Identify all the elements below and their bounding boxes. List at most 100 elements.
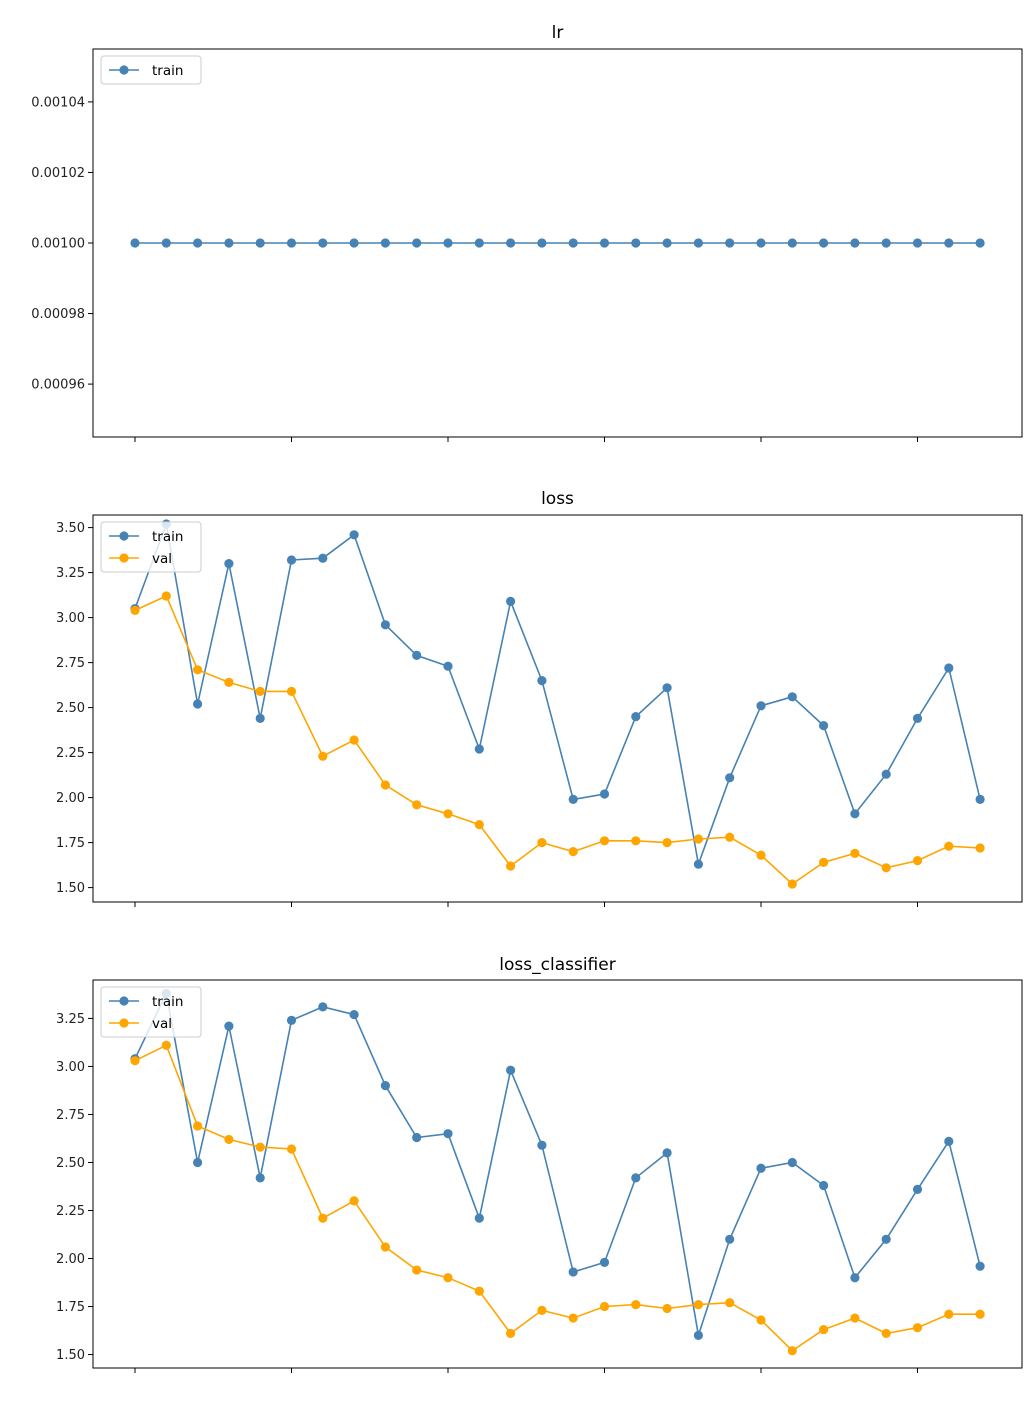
- data-point-train: [756, 701, 766, 711]
- data-point-train: [693, 859, 704, 869]
- data-point-train: [318, 553, 328, 563]
- data-point-val: [318, 751, 328, 761]
- data-point-train: [850, 809, 860, 819]
- data-point-train: [349, 1009, 359, 1020]
- data-point-val: [537, 1305, 547, 1315]
- y-tick-label: 2.00: [56, 1252, 85, 1267]
- data-point-train: [286, 238, 297, 248]
- legend-marker-train: [119, 65, 129, 75]
- data-point-train: [725, 238, 735, 248]
- data-point-val: [725, 832, 735, 842]
- y-tick-label: 2.25: [56, 746, 85, 761]
- data-point-val: [193, 1121, 203, 1131]
- data-point-train: [474, 238, 484, 248]
- data-point-val: [756, 1315, 766, 1325]
- data-point-val: [819, 857, 829, 868]
- data-point-val: [161, 1040, 171, 1050]
- data-point-val: [161, 591, 171, 601]
- y-tick-label: 3.50: [56, 521, 85, 536]
- data-point-train: [725, 1234, 735, 1244]
- y-tick-label: 0.00098: [31, 307, 85, 322]
- y-tick-label: 0.00104: [31, 95, 85, 110]
- legend-label-train: train: [152, 529, 183, 545]
- data-point-val: [662, 1303, 672, 1314]
- data-point-val: [380, 1242, 390, 1252]
- data-point-train: [255, 713, 265, 724]
- data-point-val: [412, 1265, 422, 1275]
- data-point-train: [819, 238, 829, 248]
- legend-box: [100, 521, 202, 573]
- y-tick-label: 0.00102: [31, 166, 85, 181]
- data-point-val: [631, 836, 641, 846]
- data-point-train: [787, 1157, 797, 1168]
- data-point-val: [912, 856, 923, 866]
- data-point-train: [193, 238, 203, 248]
- data-point-train: [412, 238, 422, 248]
- y-tick-label: 3.00: [56, 1060, 85, 1075]
- data-point-val: [850, 1313, 860, 1323]
- data-point-val: [224, 677, 234, 688]
- data-point-train: [130, 238, 140, 248]
- legend-marker-val: [119, 1018, 129, 1028]
- series-line-val: [134, 594, 981, 886]
- data-point-train: [944, 1136, 954, 1146]
- chart-panel-1: loss 1.50 1.75 2.00 2.25 2.50 2.75 3.00 3.25 3.50…: [56, 489, 1023, 907]
- data-point-train: [631, 238, 641, 248]
- data-point-train: [599, 789, 610, 799]
- data-point-val: [693, 1300, 704, 1310]
- data-point-train: [631, 712, 641, 722]
- chart-title: lr: [552, 23, 564, 43]
- data-point-val: [756, 850, 766, 860]
- data-point-train: [599, 238, 610, 248]
- chart-title: loss_classifier: [499, 955, 615, 975]
- data-point-train: [912, 238, 923, 248]
- data-point-val: [130, 1056, 140, 1066]
- data-point-val: [975, 1309, 985, 1319]
- data-point-train: [506, 238, 516, 248]
- data-point-train: [506, 596, 516, 607]
- data-point-train: [819, 721, 829, 731]
- chart-title: loss: [541, 489, 574, 509]
- data-point-val: [474, 1286, 484, 1296]
- data-point-train: [537, 238, 547, 248]
- data-point-train: [224, 559, 234, 569]
- chart-panel-2: loss_classifier 1.50 1.75 2.00 2.25 2.50 2.75 3…: [56, 955, 1023, 1373]
- y-tick-label: 3.25: [56, 1012, 85, 1027]
- data-point-val: [349, 1196, 359, 1206]
- y-tick-label: 3.25: [56, 566, 85, 581]
- data-point-train: [286, 555, 297, 565]
- legend-label-val: val: [152, 1016, 172, 1032]
- data-point-train: [787, 238, 797, 248]
- data-point-val: [255, 686, 265, 697]
- data-point-train: [693, 238, 704, 248]
- y-tick-label: 2.75: [56, 1108, 85, 1123]
- data-point-train: [975, 794, 985, 805]
- data-point-train: [944, 238, 954, 248]
- data-point-val: [568, 1313, 578, 1323]
- data-point-train: [819, 1180, 829, 1191]
- data-point-train: [412, 650, 422, 661]
- data-point-train: [443, 1129, 453, 1139]
- data-point-train: [881, 1234, 891, 1244]
- data-point-val: [349, 735, 359, 745]
- chart-panel-0: lr 0.00096 0.00098 0.00100 0.00102 0.00104 tra…: [31, 23, 1023, 442]
- data-point-val: [130, 605, 140, 616]
- data-point-val: [193, 665, 203, 675]
- data-point-train: [224, 238, 234, 248]
- plot-frame: [92, 514, 1023, 903]
- data-point-train: [662, 1148, 672, 1158]
- data-point-val: [881, 863, 891, 873]
- series-line-train: [134, 990, 981, 1336]
- data-point-val: [506, 861, 516, 871]
- data-point-train: [975, 1261, 985, 1271]
- data-point-train: [318, 238, 328, 248]
- data-point-train: [349, 238, 359, 248]
- y-tick-label: 3.00: [56, 611, 85, 626]
- data-point-train: [568, 1267, 578, 1277]
- data-point-train: [912, 713, 923, 724]
- data-point-train: [568, 794, 578, 805]
- data-point-train: [693, 1330, 704, 1340]
- data-point-val: [787, 879, 797, 889]
- data-point-train: [944, 663, 954, 673]
- data-point-val: [224, 1134, 234, 1145]
